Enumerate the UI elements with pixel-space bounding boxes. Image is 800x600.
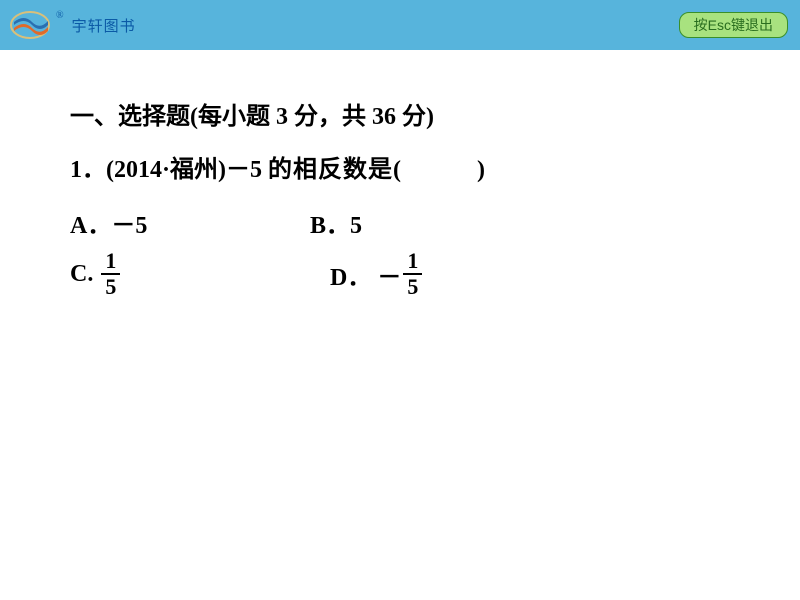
option-D-negative: － (377, 257, 401, 292)
option-A-label: A． (70, 213, 111, 239)
option-B-value: 5 (350, 213, 362, 239)
option-C-label: C. (70, 261, 93, 288)
option-A: A．－5 (70, 205, 310, 240)
option-B-label: B． (310, 213, 350, 239)
option-C: C. 1 5 (70, 250, 330, 298)
option-D-numerator: 1 (403, 250, 422, 273)
option-C-fraction: 1 5 (101, 250, 120, 298)
option-C-denominator: 5 (101, 273, 120, 298)
logo-group: ® 宇轩图书 (8, 8, 136, 42)
option-C-numerator: 1 (101, 250, 120, 273)
option-D-denominator: 5 (403, 273, 422, 298)
q1-prefix: 1．(2014·福州) (70, 157, 226, 183)
q1-post: 的相反数是( ) (268, 157, 486, 183)
option-D-label: D． (330, 257, 371, 292)
option-A-value: －5 (111, 213, 147, 239)
option-D-fraction: 1 5 (403, 250, 422, 298)
option-B: B．5 (310, 205, 362, 240)
options-row-1: A．－5 B．5 (70, 205, 730, 240)
content-area: 一、选择题(每小题 3 分，共 36 分) 1．(2014·福州)－5 的相反数… (0, 50, 800, 298)
brand-logo-icon (8, 8, 52, 42)
registered-mark: ® (56, 10, 64, 21)
q1-mid: －5 (226, 157, 268, 183)
question-1-stem: 1．(2014·福州)－5 的相反数是( ) (70, 150, 730, 191)
exit-button[interactable]: 按Esc键退出 (679, 12, 788, 38)
option-D: D． － 1 5 (330, 250, 424, 298)
options-row-2: C. 1 5 D． － 1 5 (70, 250, 730, 298)
section-title: 一、选择题(每小题 3 分，共 36 分) (70, 98, 730, 136)
brand-name: 宇轩图书 (72, 15, 136, 36)
header-bar: ® 宇轩图书 按Esc键退出 (0, 0, 800, 50)
